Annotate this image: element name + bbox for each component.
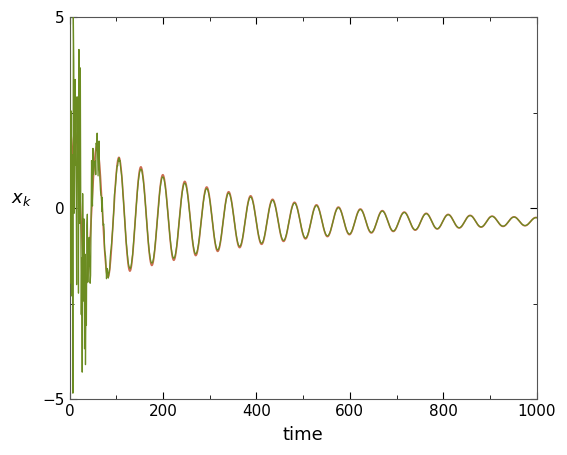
Y-axis label: $x_k$: $x_k$ [11, 190, 32, 208]
X-axis label: time: time [283, 426, 324, 444]
